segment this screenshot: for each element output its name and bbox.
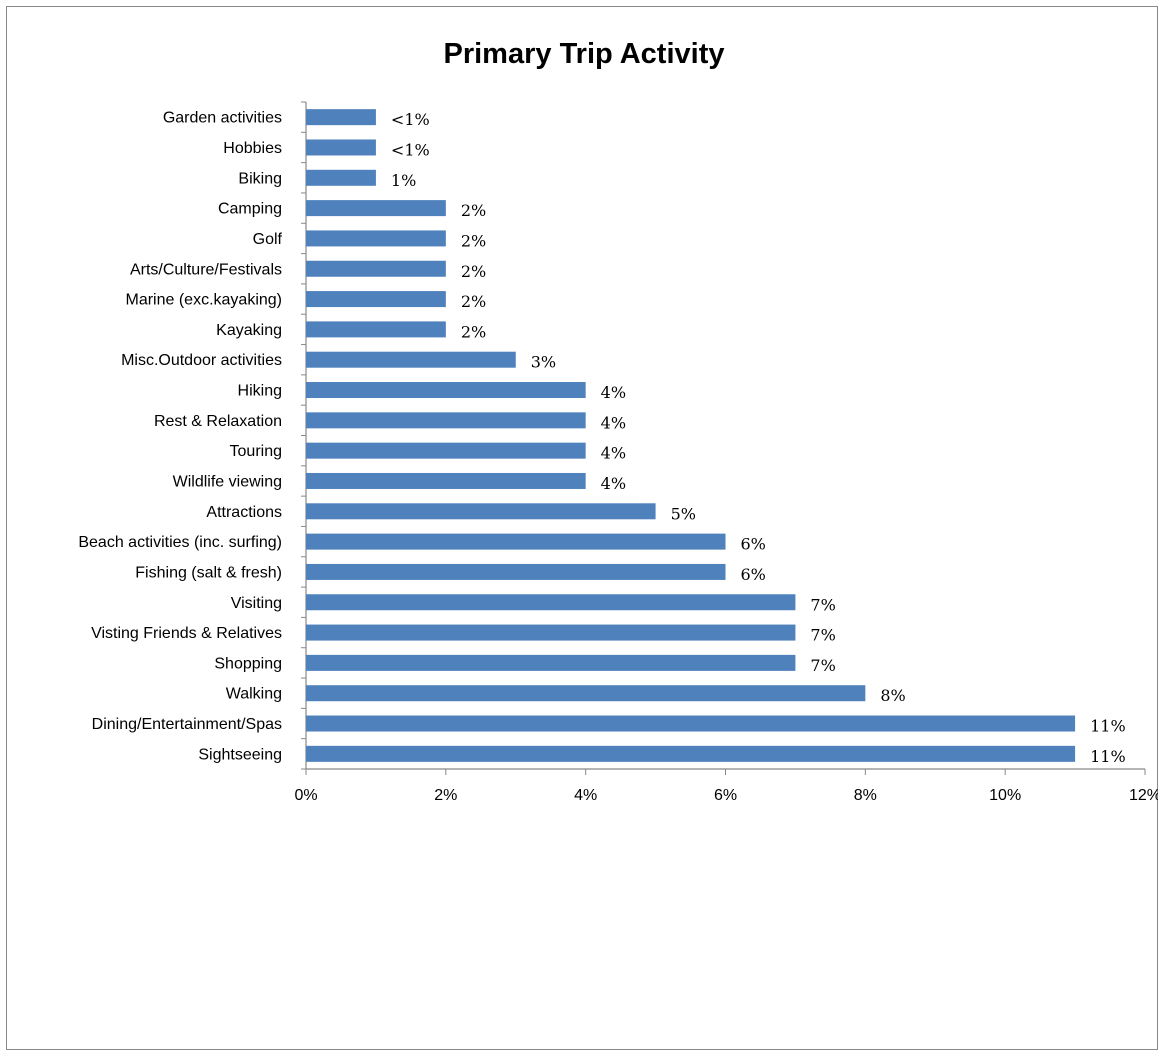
bar (306, 382, 586, 399)
data-label: 7% (810, 595, 835, 614)
category-label: Rest & Relaxation (154, 413, 282, 430)
category-label: Hobbies (223, 140, 282, 157)
category-label: Misc.Outdoor activities (121, 352, 282, 369)
x-tick-label: 10% (989, 787, 1021, 804)
chart-title: Primary Trip Activity (444, 38, 725, 70)
bar (306, 624, 796, 641)
bar (306, 685, 866, 702)
bar (306, 442, 586, 459)
x-tick-label: 2% (434, 787, 457, 804)
data-label: 4% (601, 413, 626, 432)
bar (306, 260, 446, 277)
data-label: 2% (461, 201, 486, 220)
category-label: Hiking (238, 383, 282, 400)
category-label: Kayaking (216, 322, 282, 339)
category-label: Dining/Entertainment/Spas (92, 716, 282, 733)
bar (306, 321, 446, 338)
bar (306, 503, 656, 520)
bar (306, 594, 796, 611)
category-label: Garden activities (163, 110, 282, 127)
bar (306, 472, 586, 489)
x-tick-label: 12% (1129, 787, 1158, 804)
data-label: 4% (601, 474, 626, 493)
chart-border (6, 6, 1158, 1050)
data-label: 3% (531, 353, 556, 372)
data-label: 4% (601, 444, 626, 463)
data-label: 1% (391, 171, 416, 190)
x-tick-label: 8% (854, 787, 877, 804)
data-label: 2% (461, 322, 486, 341)
data-label: 2% (461, 262, 486, 281)
bar (306, 533, 726, 550)
category-label: Wildlife viewing (173, 473, 282, 490)
category-label: Arts/Culture/Festivals (130, 261, 282, 278)
data-label: 4% (601, 383, 626, 402)
bar (306, 351, 516, 368)
data-label: 2% (461, 292, 486, 311)
data-label: <1% (391, 110, 430, 129)
bar (306, 563, 726, 580)
bar (306, 654, 796, 671)
category-label: Biking (238, 170, 282, 187)
category-label: Fishing (salt & fresh) (135, 564, 282, 581)
x-tick-label: 6% (714, 787, 737, 804)
data-label: 6% (741, 535, 766, 554)
category-label: Camping (218, 201, 282, 218)
data-label: 6% (741, 565, 766, 584)
bar (306, 200, 446, 217)
data-label: <1% (391, 140, 430, 159)
bar (306, 169, 376, 186)
category-label: Marine (exc.kayaking) (126, 292, 283, 309)
category-label: Sightseeing (198, 746, 282, 763)
bar (306, 715, 1076, 732)
data-label: 11% (1090, 717, 1126, 736)
category-label: Attractions (206, 504, 282, 521)
data-label: 5% (671, 504, 696, 523)
chart-area: Primary Trip Activity 0% 2% 4% 6% 8% 10% 12% G… (6, 6, 1158, 1050)
category-label: Shopping (214, 655, 282, 672)
category-label: Walking (226, 686, 282, 703)
bar (306, 412, 586, 429)
bar (306, 109, 376, 126)
data-label: 7% (810, 656, 835, 675)
bar (306, 139, 376, 156)
category-label: Golf (253, 231, 283, 248)
bar-chart: Primary Trip Activity 0% 2% 4% 6% 8% 10% 12% G… (6, 6, 1158, 1050)
x-tick-label: 0% (294, 787, 317, 804)
category-label: Visting Friends & Relatives (91, 625, 282, 642)
data-label: 11% (1090, 747, 1126, 766)
data-label: 8% (880, 686, 905, 705)
x-tick-label: 4% (574, 787, 597, 804)
bar (306, 291, 446, 308)
category-label: Beach activities (inc. surfing) (78, 534, 282, 551)
category-label: Visiting (231, 595, 282, 612)
data-label: 2% (461, 231, 486, 250)
bar (306, 745, 1076, 762)
bar (306, 230, 446, 247)
category-label: Touring (230, 443, 282, 460)
data-label: 7% (810, 626, 835, 645)
